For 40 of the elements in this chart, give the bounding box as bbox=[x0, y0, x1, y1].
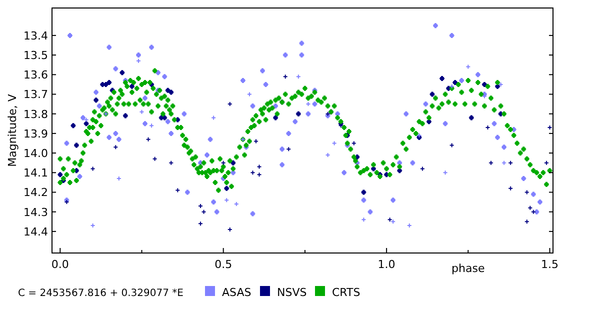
x-tick-label: 0.0 bbox=[51, 258, 69, 271]
y-tick-label: 14.1 bbox=[24, 166, 48, 180]
point bbox=[440, 76, 445, 82]
point bbox=[430, 92, 435, 97]
x-axis-title: phase bbox=[452, 262, 485, 275]
point bbox=[452, 80, 458, 85]
point bbox=[168, 90, 174, 95]
point bbox=[273, 115, 278, 120]
point bbox=[129, 84, 134, 89]
x-tick-label: 0.5 bbox=[214, 258, 232, 271]
legend-label: NSVS bbox=[277, 286, 307, 299]
y-tick-label: 14.3 bbox=[24, 206, 48, 219]
point bbox=[94, 98, 99, 103]
y-tick-label: 13.5 bbox=[24, 49, 48, 62]
y-tick-label: 13.8 bbox=[24, 108, 48, 121]
y-tick-label: 13.7 bbox=[24, 88, 48, 102]
point bbox=[361, 190, 366, 195]
point bbox=[84, 121, 89, 126]
legend-label: CRTS bbox=[332, 286, 360, 299]
text: C = 2453567.816 + 0.329077 *E bbox=[18, 288, 184, 299]
point bbox=[58, 172, 63, 178]
point bbox=[120, 70, 125, 76]
y-tick-label: 14.4 bbox=[24, 225, 48, 238]
y-tick-label: 13.4 bbox=[24, 29, 48, 42]
point bbox=[70, 123, 76, 128]
x-tick-label: 1.5 bbox=[540, 258, 558, 271]
point bbox=[74, 142, 79, 148]
point bbox=[224, 186, 230, 191]
y-tick-label: 13.9 bbox=[24, 127, 48, 140]
y-axis-title: Magnitude, V bbox=[6, 94, 19, 167]
point bbox=[162, 115, 168, 120]
y-tick-label: 14.0 bbox=[24, 147, 48, 160]
point bbox=[106, 80, 112, 85]
point bbox=[296, 111, 301, 116]
point bbox=[122, 113, 128, 118]
x-tick-label: 1.0 bbox=[378, 258, 396, 271]
y-tick-label: 14.2 bbox=[24, 186, 48, 200]
y-tick-label: 13.6 bbox=[24, 68, 48, 82]
legend-label: ASAS bbox=[222, 286, 252, 299]
point bbox=[468, 115, 474, 120]
